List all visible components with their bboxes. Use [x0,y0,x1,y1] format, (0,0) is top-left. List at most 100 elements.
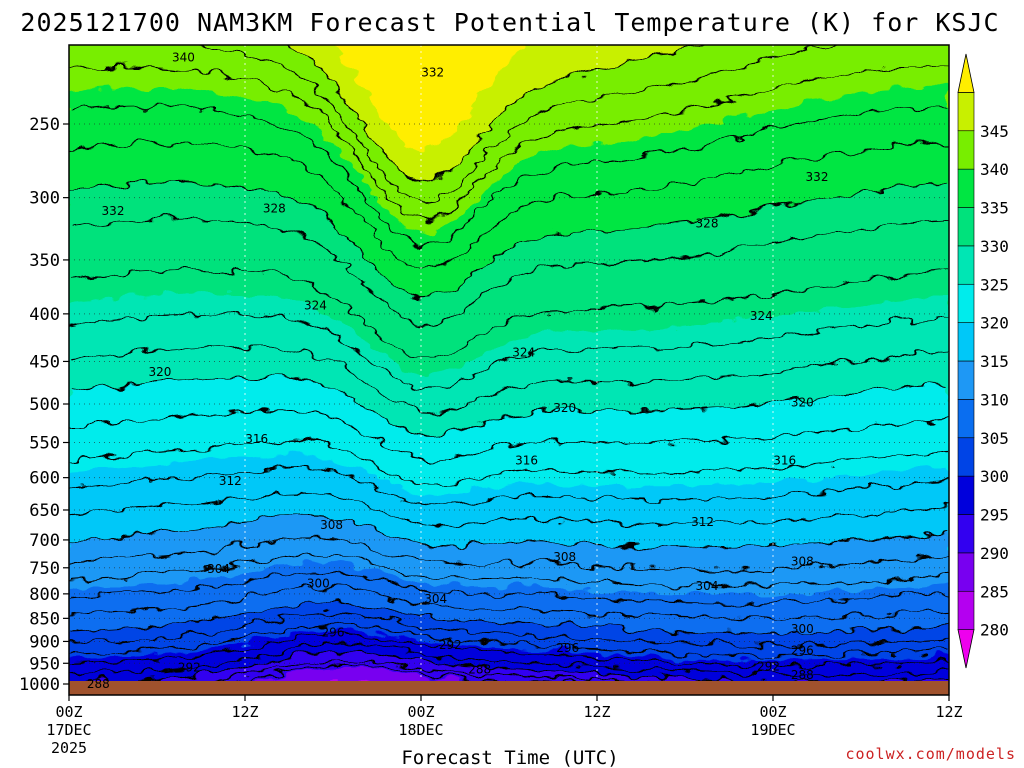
contour-326 [69,270,949,360]
isentrope-contours [69,45,949,695]
colorbar-swatch [957,590,975,630]
colorbar-tick-label: 335 [980,199,1009,218]
contour-328 [69,219,949,326]
colorbar-swatch [957,475,975,515]
contour-334 [69,106,949,247]
colorbar-tick-label: 330 [980,237,1009,256]
colorbar-swatch [957,130,975,170]
contour-336 [69,66,949,221]
colorbar-swatch [957,207,975,247]
temperature-fill-bands [69,45,949,695]
y-tick-label: 550 [29,434,60,454]
contour-label: 332 [421,65,444,79]
contour-label: 288 [87,677,110,691]
contour-label: 316 [515,453,538,467]
contour-318 [69,409,949,462]
y-tick-label: 450 [29,352,60,372]
colorbar-tick-label: 345 [980,122,1009,141]
x-tick-label: 00Z [759,703,786,721]
contour-320 [69,376,949,436]
contour-label: 328 [263,201,286,215]
x-tick-date: 17DEC [46,721,91,739]
colorbar-swatch [957,53,975,93]
x-tick-label: 00Z [55,703,82,721]
contour-296 [69,623,949,657]
colorbar-tick-label: 280 [980,621,1009,640]
y-tick-label: 800 [29,585,60,605]
colorbar-swatch [957,92,975,132]
colorbar-tick-label: 310 [980,390,1009,409]
contour-302 [69,585,949,620]
y-tick-label: 950 [29,654,60,674]
y-tick-label: 350 [29,251,60,271]
contour-label: 324 [512,345,535,359]
contour-label: 316 [773,453,796,467]
plot-area: 340 332 332 332 328 328 324 324 324 320 320 320 316 3… [69,45,949,695]
colorbar-tick-label: 295 [980,506,1009,525]
y-tick-label: 700 [29,531,60,551]
contour-label: 296 [322,625,345,639]
contour-label: 300 [307,577,330,591]
contour-label: 316 [245,432,268,446]
colorbar-swatch [957,360,975,400]
colorbar-tick-label: 320 [980,314,1009,333]
contour-label: 308 [553,550,576,564]
colorbar-swatch [957,437,975,477]
contour-label: 292 [178,661,201,675]
contour-label: 308 [791,554,814,568]
y-tick-label: 250 [29,115,60,135]
y-tick-label: 1000 [19,675,60,695]
contour-label: 300 [791,622,814,636]
contour-label: 304 [424,592,447,606]
x-tick-year: 2025 [51,739,87,757]
colorbar-swatch [957,168,975,208]
contour-338 [195,45,840,203]
y-tick-label: 750 [29,559,60,579]
colorbar-swatch [957,514,975,554]
colorbar-tick-label: 325 [980,275,1009,294]
contour-label: 332 [806,170,829,184]
contour-labels: 340 332 332 332 328 328 324 324 324 320 320 320 316 3… [87,50,829,691]
contour-310 [69,514,949,548]
contour-294 [69,633,949,667]
contour-330 [69,182,949,299]
colorbar-swatch [957,552,975,592]
y-tick-label: 600 [29,469,60,489]
colorbar-tick-label: 300 [980,467,1009,486]
contour-label: 292 [439,638,462,652]
colorbar-swatch [957,283,975,323]
contour-label: 324 [304,299,327,313]
x-tick-label: 12Z [231,703,258,721]
contour-label: 340 [172,50,195,64]
contour-label: 312 [691,515,714,529]
contour-label: 308 [320,518,343,532]
contour-332 [69,142,949,271]
x-tick-date: 19DEC [750,721,795,739]
ground-surface [69,681,949,695]
colorbar-tick-label: 285 [980,582,1009,601]
contour-label: 304 [696,579,719,593]
contour-label: 332 [102,204,125,218]
x-tick-label: 12Z [935,703,962,721]
contour-label: 304 [207,562,230,576]
contour-324 [69,314,949,391]
y-tick-label: 900 [29,632,60,652]
contour-322 [69,346,949,414]
colorbar-swatch [957,322,975,362]
chart-title: 2025121700 NAM3KM Forecast Potential Tem… [20,8,999,37]
contour-label: 288 [791,668,814,682]
x-tick-label: 12Z [583,703,610,721]
contour-300 [69,600,949,635]
colorbar-tick-label: 305 [980,429,1009,448]
x-axis-label: Forecast Time (UTC) [401,747,618,768]
y-axis: 250 300 350 400 450 500 550 600 650 700 750 800 850 9… [19,115,69,695]
contour-314 [69,466,949,507]
plot-frame [68,44,950,696]
contour-306 [69,553,949,588]
colorbar-swatch [957,629,975,669]
y-tick-label: 500 [29,395,60,415]
contour-340 [287,45,703,184]
x-tick-label: 00Z [407,703,434,721]
colorbar-swatch [957,245,975,285]
